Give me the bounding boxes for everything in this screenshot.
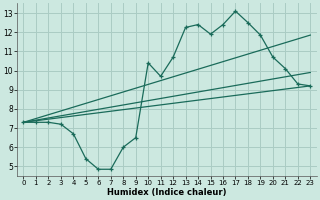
X-axis label: Humidex (Indice chaleur): Humidex (Indice chaleur) — [107, 188, 227, 197]
